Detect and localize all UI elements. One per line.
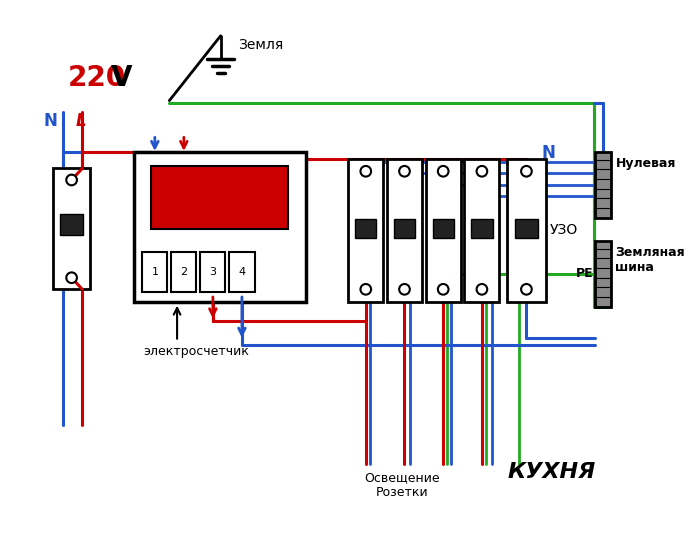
Bar [464, 159, 499, 302]
Circle shape [66, 272, 77, 283]
Text: Нулевая: Нулевая [616, 157, 676, 170]
Bar [133, 152, 306, 302]
Text: Земля: Земля [238, 38, 284, 53]
Text: КУХНЯ: КУХНЯ [507, 462, 596, 482]
Bar [229, 252, 254, 292]
Bar [171, 252, 197, 292]
Bar [426, 159, 461, 302]
Circle shape [477, 284, 487, 295]
Bar [515, 218, 538, 238]
Text: PE: PE [575, 267, 594, 280]
Bar [595, 152, 611, 218]
Text: Земляная
шина: Земляная шина [616, 246, 685, 274]
Circle shape [66, 175, 77, 185]
Bar [595, 241, 611, 307]
Bar [507, 159, 546, 302]
Text: 2: 2 [180, 267, 188, 277]
Circle shape [399, 166, 410, 176]
Bar [355, 218, 377, 238]
Circle shape [521, 284, 532, 295]
Text: электросчетчик: электросчетчик [143, 345, 249, 358]
Text: N: N [542, 144, 556, 162]
Text: Освещение
Розетки: Освещение Розетки [363, 471, 439, 499]
Bar [348, 159, 383, 302]
Text: V: V [111, 64, 133, 92]
Circle shape [477, 166, 487, 176]
Circle shape [361, 166, 371, 176]
Bar [60, 214, 83, 235]
Bar [432, 218, 454, 238]
Bar [200, 252, 225, 292]
Bar [387, 159, 422, 302]
Circle shape [438, 284, 448, 295]
Text: L: L [76, 112, 86, 130]
Circle shape [399, 284, 410, 295]
Bar [394, 218, 415, 238]
Bar [151, 166, 288, 229]
Text: 220: 220 [67, 64, 126, 92]
Text: УЗО: УЗО [550, 223, 578, 237]
Circle shape [521, 166, 532, 176]
Text: 3: 3 [209, 267, 216, 277]
Bar [54, 168, 90, 289]
Bar [142, 252, 167, 292]
Text: 4: 4 [238, 267, 245, 277]
Circle shape [438, 166, 448, 176]
Text: 1: 1 [152, 267, 158, 277]
Bar [471, 218, 493, 238]
Circle shape [361, 284, 371, 295]
Text: N: N [44, 112, 58, 130]
